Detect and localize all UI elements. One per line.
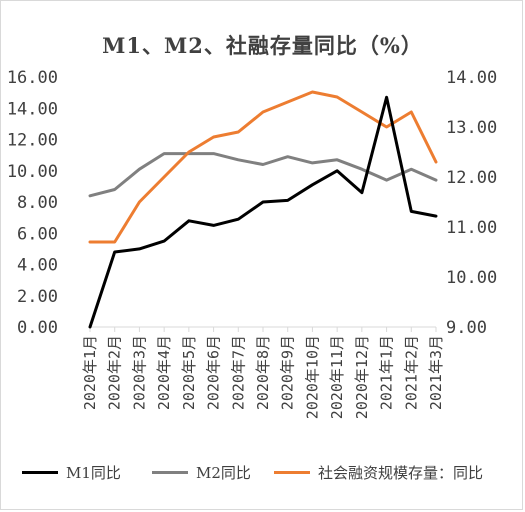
- legend-swatch-m1: [22, 470, 58, 474]
- chart-legend: M1同比 M2同比 社会融资规模存量：同比: [0, 460, 525, 484]
- y-left-tick-label: 10.00: [7, 162, 58, 182]
- chart-axes: [89, 326, 437, 332]
- y-left-tick-label: 2.00: [17, 287, 58, 307]
- x-tick-label: 2021年3月: [427, 335, 445, 410]
- chart-title: M1、M2、社融存量同比（%）: [102, 33, 423, 58]
- legend-label-m2: M2同比: [196, 463, 251, 482]
- x-tick-label: 2020年4月: [155, 335, 173, 410]
- y-left-tick-label: 6.00: [17, 224, 58, 244]
- x-tick-label: 2020年7月: [229, 335, 247, 410]
- y-left-tick-label: 14.00: [7, 99, 58, 119]
- x-tick-label: 2020年1月: [81, 335, 99, 410]
- x-tick-label: 2020年11月: [328, 335, 346, 419]
- series-line-0: [88, 95, 438, 329]
- x-tick-label: 2020年3月: [130, 335, 148, 410]
- x-tick-label: 2020年6月: [205, 335, 223, 410]
- y-right-tick-label: 10.00: [446, 268, 497, 288]
- line-chart: 0.00 2.00 4.00 6.00 8.00 10.00 12.00 14.00 16.00…: [7, 68, 497, 419]
- y-right-tick-label: 9.00: [446, 318, 487, 338]
- legend-item-social-financing: 社会融资规模存量：同比: [274, 460, 483, 484]
- y-left-tick-label: 12.00: [7, 131, 58, 151]
- legend-item-m2: M2同比: [152, 460, 251, 484]
- y-right-tick-label: 12.00: [446, 168, 497, 188]
- legend-swatch-m2: [152, 470, 188, 474]
- tick-labels: 0.00 2.00 4.00 6.00 8.00 10.00 12.00 14.00 16.00…: [7, 68, 497, 419]
- legend-label-social-financing: 社会融资规模存量：同比: [318, 463, 484, 482]
- x-tick-label: 2020年10月: [303, 335, 321, 419]
- x-tick-label: 2020年8月: [254, 335, 272, 410]
- y-left-tick-label: 4.00: [17, 256, 58, 276]
- series-layer: [88, 90, 438, 329]
- y-left-tick-label: 16.00: [7, 68, 58, 88]
- legend-item-m1: M1同比: [22, 460, 121, 484]
- x-tick-label: 2020年9月: [279, 335, 297, 410]
- x-tick-label: 2020年5月: [180, 335, 198, 410]
- x-tick-label: 2021年2月: [402, 335, 420, 410]
- x-tick-label: 2020年12月: [353, 335, 371, 419]
- y-left-tick-label: 0.00: [17, 318, 58, 338]
- y-right-tick-label: 13.00: [446, 118, 497, 138]
- x-tick-label: 2021年1月: [378, 335, 396, 410]
- y-right-tick-label: 14.00: [446, 68, 497, 88]
- x-tick-label: 2020年2月: [106, 335, 124, 410]
- legend-label-m1: M1同比: [66, 463, 121, 482]
- series-line-1: [88, 152, 438, 198]
- legend-swatch-social-financing: [274, 470, 310, 474]
- y-right-tick-label: 11.00: [446, 218, 497, 238]
- y-left-tick-label: 8.00: [17, 193, 58, 213]
